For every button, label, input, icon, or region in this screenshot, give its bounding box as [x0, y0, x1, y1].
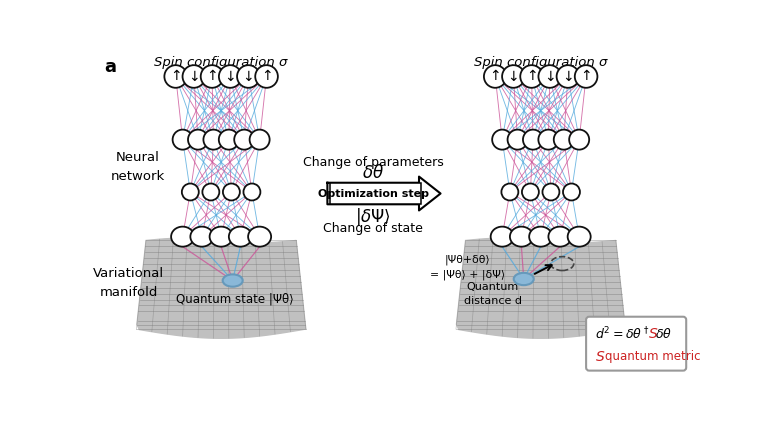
Text: Spin configuration σ: Spin configuration σ	[154, 56, 288, 69]
Circle shape	[234, 130, 254, 149]
Text: ↓: ↓	[562, 70, 574, 83]
Text: $S$: $S$	[595, 350, 606, 364]
Text: |Ψθ+δθ⟩
= |Ψθ⟩ + |δΨ⟩: |Ψθ+δθ⟩ = |Ψθ⟩ + |δΨ⟩	[430, 255, 505, 280]
Text: ↑: ↑	[489, 70, 501, 83]
Text: quantum metric: quantum metric	[604, 350, 700, 363]
Ellipse shape	[484, 65, 507, 88]
Ellipse shape	[529, 227, 552, 247]
Circle shape	[523, 130, 543, 149]
Text: Spin configuration σ: Spin configuration σ	[474, 56, 607, 69]
Ellipse shape	[538, 65, 561, 88]
Ellipse shape	[574, 65, 598, 88]
Ellipse shape	[514, 273, 534, 285]
Circle shape	[554, 130, 574, 149]
Ellipse shape	[502, 65, 525, 88]
Circle shape	[204, 130, 223, 149]
Circle shape	[542, 184, 559, 200]
Text: ↑: ↑	[170, 70, 181, 83]
Circle shape	[188, 130, 208, 149]
Text: $\delta\theta$: $\delta\theta$	[654, 327, 672, 341]
Ellipse shape	[248, 227, 271, 247]
Circle shape	[219, 130, 239, 149]
Circle shape	[173, 130, 193, 149]
Text: ↓: ↓	[188, 70, 200, 83]
Circle shape	[182, 184, 199, 200]
Circle shape	[569, 130, 589, 149]
Text: Change of state: Change of state	[323, 222, 423, 235]
Circle shape	[250, 130, 270, 149]
Polygon shape	[137, 238, 306, 338]
Text: Change of parameters: Change of parameters	[303, 156, 444, 169]
Circle shape	[563, 184, 580, 200]
Circle shape	[492, 130, 512, 149]
Ellipse shape	[491, 227, 514, 247]
Text: ↑: ↑	[581, 70, 592, 83]
Ellipse shape	[190, 227, 214, 247]
Text: $|\delta\Psi\rangle$: $|\delta\Psi\rangle$	[356, 206, 391, 228]
Circle shape	[223, 184, 240, 200]
Ellipse shape	[171, 227, 194, 247]
Text: $d^2 = \delta\theta^\dagger$: $d^2 = \delta\theta^\dagger$	[595, 325, 650, 342]
Circle shape	[203, 184, 220, 200]
Ellipse shape	[223, 274, 243, 287]
Ellipse shape	[210, 227, 233, 247]
Ellipse shape	[219, 65, 241, 88]
Text: ↓: ↓	[243, 70, 254, 83]
Ellipse shape	[510, 227, 533, 247]
Text: Variational
manifold: Variational manifold	[93, 267, 164, 299]
Ellipse shape	[229, 227, 252, 247]
Circle shape	[538, 130, 558, 149]
Polygon shape	[327, 177, 441, 210]
Text: Quantum
distance d: Quantum distance d	[464, 283, 522, 306]
Ellipse shape	[183, 65, 205, 88]
Text: $S$: $S$	[647, 327, 658, 341]
Text: ↑: ↑	[526, 70, 538, 83]
Ellipse shape	[200, 65, 223, 88]
Ellipse shape	[520, 65, 543, 88]
Ellipse shape	[568, 227, 591, 247]
Ellipse shape	[548, 227, 571, 247]
Text: Quantum state |Ψθ⟩: Quantum state |Ψθ⟩	[176, 293, 294, 306]
Ellipse shape	[557, 65, 579, 88]
Text: a: a	[104, 58, 116, 76]
Circle shape	[243, 184, 260, 200]
Text: ↓: ↓	[224, 70, 236, 83]
Ellipse shape	[237, 65, 260, 88]
Ellipse shape	[164, 65, 187, 88]
Ellipse shape	[255, 65, 278, 88]
Polygon shape	[456, 238, 625, 338]
Circle shape	[522, 184, 539, 200]
Text: ↑: ↑	[261, 70, 273, 83]
Text: $\delta\theta$: $\delta\theta$	[362, 165, 384, 182]
Text: Neural
network: Neural network	[111, 151, 165, 183]
Text: ↑: ↑	[207, 70, 218, 83]
FancyBboxPatch shape	[329, 183, 422, 204]
Text: Optimization step: Optimization step	[318, 188, 429, 199]
FancyBboxPatch shape	[586, 317, 686, 371]
Text: ↓: ↓	[544, 70, 555, 83]
Circle shape	[502, 184, 518, 200]
Text: ↓: ↓	[508, 70, 519, 83]
Circle shape	[508, 130, 528, 149]
